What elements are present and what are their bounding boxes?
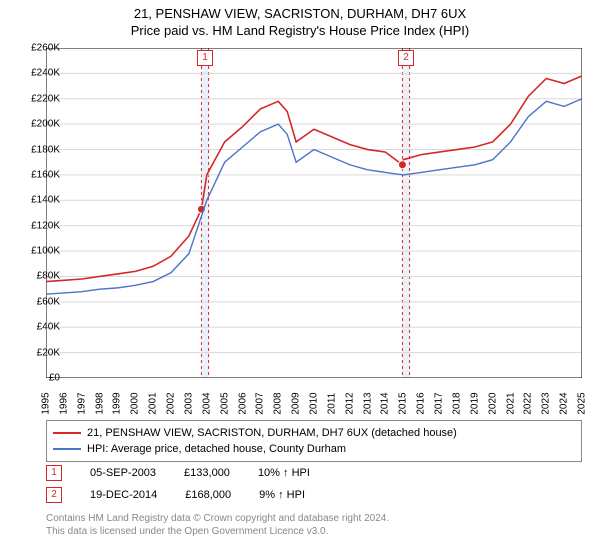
x-axis-label: 2011	[326, 393, 337, 415]
x-axis-label: 1999	[112, 392, 123, 414]
legend-swatch	[53, 448, 81, 450]
x-axis-label: 2006	[237, 392, 248, 414]
legend-swatch	[53, 432, 81, 434]
transaction-marker: 2	[46, 487, 62, 503]
x-axis-label: 2001	[148, 392, 159, 414]
y-axis-label: £160K	[16, 169, 60, 180]
x-axis-label: 1997	[76, 392, 87, 414]
legend-item: 21, PENSHAW VIEW, SACRISTON, DURHAM, DH7…	[53, 425, 575, 441]
legend-label: 21, PENSHAW VIEW, SACRISTON, DURHAM, DH7…	[87, 427, 457, 439]
y-axis-label: £220K	[16, 93, 60, 104]
x-axis-label: 2007	[255, 392, 266, 414]
x-axis-label: 2016	[416, 392, 427, 414]
band-marker: 1	[197, 50, 213, 66]
transaction-marker: 1	[46, 465, 62, 481]
y-axis-label: £140K	[16, 195, 60, 206]
transaction-row: 2 19-DEC-2014 £168,000 9% ↑ HPI	[46, 484, 310, 506]
y-axis-label: £20K	[16, 347, 60, 358]
y-axis-label: £100K	[16, 246, 60, 257]
x-axis-label: 2023	[541, 392, 552, 414]
transaction-price: £133,000	[184, 467, 230, 479]
x-axis-label: 2019	[469, 392, 480, 414]
transaction-delta: 9% ↑ HPI	[259, 489, 305, 501]
x-axis-label: 2013	[362, 392, 373, 414]
y-axis-label: £40K	[16, 322, 60, 333]
x-axis-label: 2004	[201, 392, 212, 414]
x-axis-label: 2017	[434, 392, 445, 414]
title-desc: Price paid vs. HM Land Registry's House …	[0, 23, 600, 38]
footer-line: Contains HM Land Registry data © Crown c…	[46, 512, 389, 525]
x-axis-label: 2008	[273, 392, 284, 414]
footer-line: This data is licensed under the Open Gov…	[46, 525, 389, 538]
transaction-row: 1 05-SEP-2003 £133,000 10% ↑ HPI	[46, 462, 310, 484]
legend-item: HPI: Average price, detached house, Coun…	[53, 441, 575, 457]
x-axis-label: 2010	[309, 392, 320, 414]
x-axis-label: 2022	[523, 392, 534, 414]
legend: 21, PENSHAW VIEW, SACRISTON, DURHAM, DH7…	[46, 420, 582, 462]
x-axis-label: 1995	[41, 392, 52, 414]
x-axis-label: 2003	[183, 392, 194, 414]
x-axis-label: 2018	[451, 392, 462, 414]
transaction-date: 05-SEP-2003	[90, 467, 156, 479]
x-axis-label: 2002	[166, 392, 177, 414]
x-axis-label: 1996	[58, 392, 69, 414]
transaction-price: £168,000	[185, 489, 231, 501]
transaction-date: 19-DEC-2014	[90, 489, 157, 501]
x-axis-label: 2012	[344, 392, 355, 414]
x-axis-label: 1998	[94, 392, 105, 414]
price-chart	[46, 48, 582, 378]
x-axis-label: 2024	[559, 392, 570, 414]
legend-label: HPI: Average price, detached house, Coun…	[87, 443, 346, 455]
transaction-delta: 10% ↑ HPI	[258, 467, 310, 479]
y-axis-label: £0	[16, 373, 60, 384]
x-axis-label: 2000	[130, 392, 141, 414]
y-axis-label: £80K	[16, 271, 60, 282]
y-axis-label: £120K	[16, 220, 60, 231]
transactions: 1 05-SEP-2003 £133,000 10% ↑ HPI 2 19-DE…	[46, 462, 310, 506]
x-axis-label: 2020	[487, 392, 498, 414]
y-axis-label: £200K	[16, 119, 60, 130]
x-axis-label: 2025	[577, 392, 588, 414]
footer: Contains HM Land Registry data © Crown c…	[46, 512, 389, 538]
title-address: 21, PENSHAW VIEW, SACRISTON, DURHAM, DH7…	[0, 6, 600, 21]
band-marker: 2	[398, 50, 414, 66]
x-axis-label: 2005	[219, 392, 230, 414]
y-axis-label: £260K	[16, 43, 60, 54]
x-axis-label: 2021	[505, 392, 516, 414]
y-axis-label: £180K	[16, 144, 60, 155]
x-axis-label: 2009	[291, 392, 302, 414]
y-axis-label: £240K	[16, 68, 60, 79]
x-axis-label: 2015	[398, 392, 409, 414]
x-axis-label: 2014	[380, 392, 391, 414]
y-axis-label: £60K	[16, 296, 60, 307]
